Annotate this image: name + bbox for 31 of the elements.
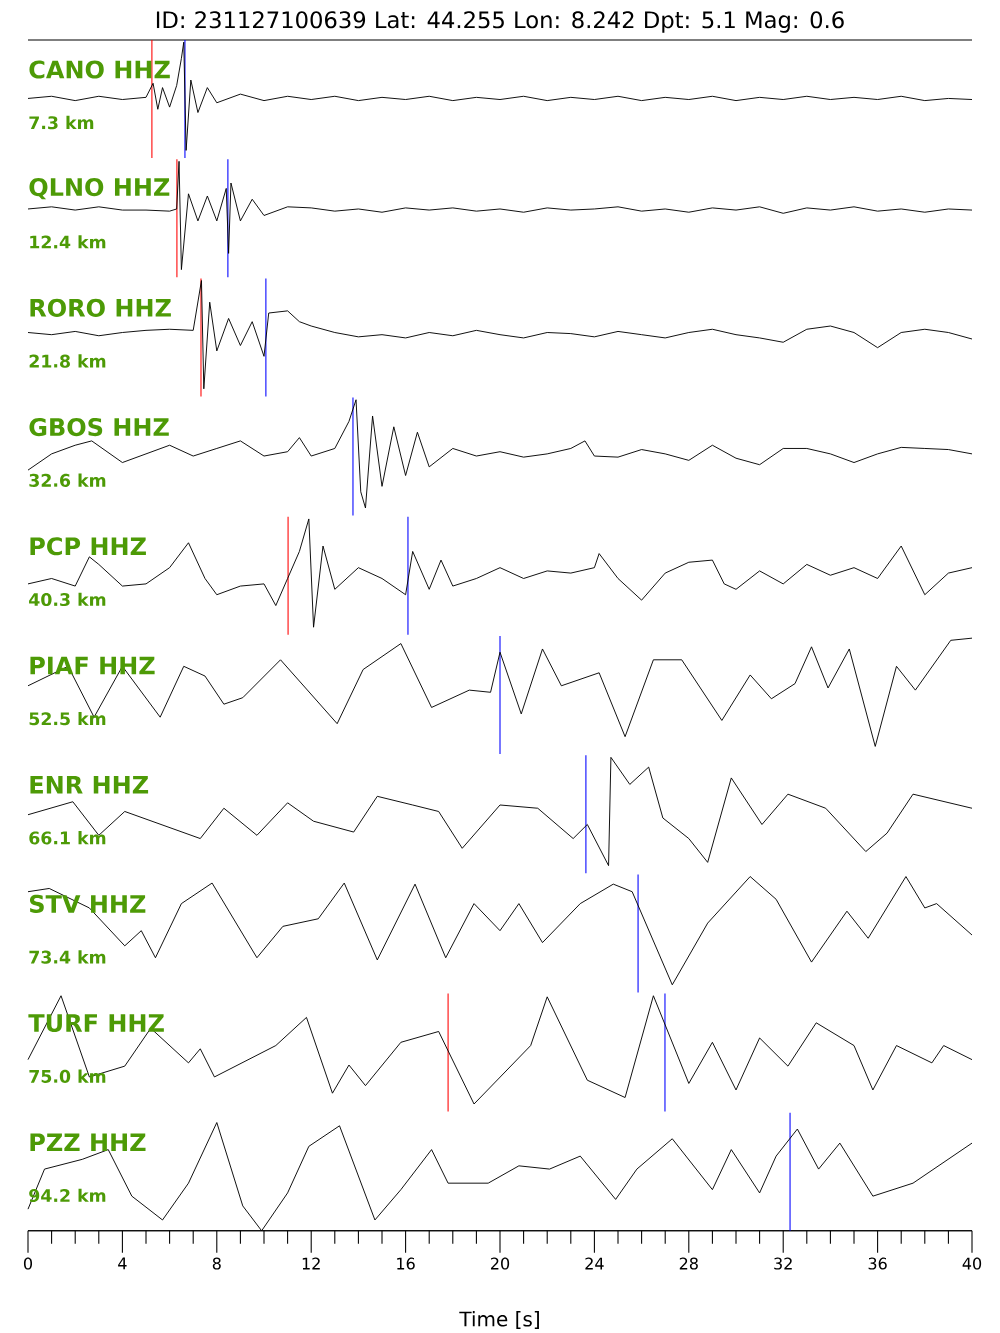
- annotation: 40.3 km: [29, 592, 106, 607]
- text: ID: 231127100639 Lat: 44.255 Lon: 8.242 Dpt: 5.1 Mag: 0.6: [156, 11, 844, 33]
- text: PIAF HHZ: [30, 656, 155, 675]
- text: PCP HHZ: [30, 537, 146, 556]
- chart-title: PZZ HHZ: [30, 1133, 146, 1152]
- x-tick-label: 32: [774, 1257, 792, 1270]
- annotation: 7.3 km: [29, 115, 94, 130]
- annotation: 32.6 km: [29, 473, 106, 487]
- x-tick-label: 16: [397, 1257, 415, 1270]
- text: QLNO HHZ: [29, 178, 170, 200]
- annotation: 21.8 km: [29, 354, 106, 368]
- x-tick-label: 12: [302, 1257, 320, 1270]
- x-tick-label: 0: [23, 1257, 33, 1270]
- x-tick-label: 28: [679, 1257, 698, 1270]
- x-tick-label: 36: [868, 1257, 887, 1270]
- annotation: 94.2 km: [29, 1188, 106, 1203]
- annotation: 12.4 km: [30, 235, 106, 249]
- x-tick-label: 8: [212, 1257, 221, 1270]
- x-tick-label: 24: [585, 1257, 604, 1270]
- text: STV HHZ: [29, 894, 146, 913]
- x-tick-label: 20: [490, 1257, 510, 1270]
- x-axis-title: Time [s]: [459, 1311, 539, 1329]
- x-tick-label: 4: [118, 1257, 127, 1270]
- text: GBOS HHZ: [29, 418, 169, 437]
- annotation: 73.4 km: [29, 950, 106, 964]
- text: ENR HHZ: [30, 775, 149, 794]
- x-tick-label: 40: [962, 1257, 982, 1270]
- annotation: 52.5 km: [29, 711, 106, 726]
- annotation: 66.1 km: [29, 831, 106, 845]
- annotation: 75.0 km: [29, 1069, 106, 1083]
- text: RORO HHZ: [30, 298, 171, 317]
